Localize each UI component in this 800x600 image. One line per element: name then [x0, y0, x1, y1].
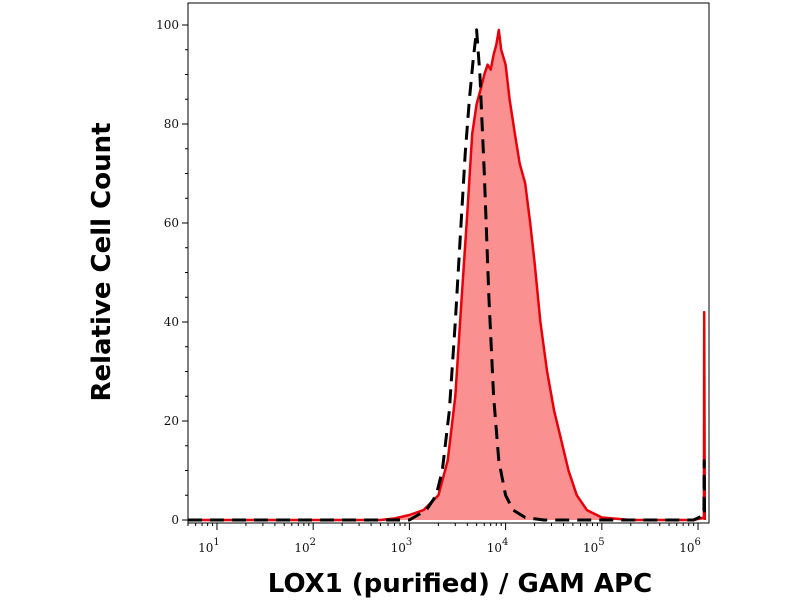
plot-frame [187, 2, 710, 524]
x-tick-label: 102 [294, 537, 316, 555]
y-tick-label: 100 [156, 18, 179, 32]
x-axis-title: LOX1 (purified) / GAM APC [268, 569, 652, 599]
x-tick-label: 106 [679, 537, 701, 555]
y-tick-label: 60 [164, 216, 179, 230]
y-axis-title: Relative Cell Count [87, 122, 117, 401]
y-axis-ticks: 0 20 40 60 80 100 [156, 18, 188, 527]
x-tick-label: 101 [198, 537, 220, 555]
y-tick-label: 80 [164, 117, 179, 131]
series-layer [188, 28, 707, 522]
x-axis-ticks: 101 102 103 104 105 106 [187, 523, 701, 555]
x-tick-label: 103 [391, 537, 413, 555]
x-tick-label: 105 [583, 537, 605, 555]
series-1-dashed-line [188, 28, 707, 522]
y-tick-label: 40 [164, 315, 179, 329]
y-tick-label: 0 [171, 513, 179, 527]
series-0-line [188, 28, 707, 522]
x-tick-label: 104 [487, 537, 509, 555]
y-tick-label: 20 [164, 414, 179, 428]
